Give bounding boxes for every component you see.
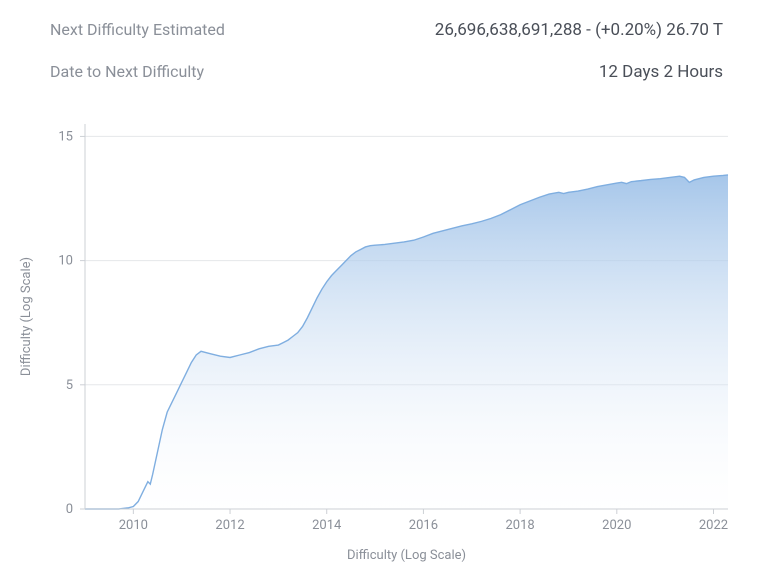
svg-text:Difficulty (Log Scale): Difficulty (Log Scale) bbox=[347, 548, 466, 563]
svg-text:2010: 2010 bbox=[119, 518, 148, 533]
svg-text:2016: 2016 bbox=[409, 518, 438, 533]
date-to-next-value: 12 Days 2 Hours bbox=[599, 62, 723, 82]
date-to-next-row: Date to Next Difficulty 12 Days 2 Hours bbox=[50, 62, 723, 82]
svg-text:15: 15 bbox=[58, 129, 73, 144]
svg-text:2018: 2018 bbox=[505, 518, 534, 533]
next-difficulty-value: 26,696,638,691,288 - (+0.20%) 26.70 T bbox=[435, 20, 723, 40]
svg-text:2014: 2014 bbox=[312, 518, 342, 533]
svg-text:2020: 2020 bbox=[602, 518, 631, 533]
next-difficulty-row: Next Difficulty Estimated 26,696,638,691… bbox=[50, 20, 723, 40]
info-section: Next Difficulty Estimated 26,696,638,691… bbox=[0, 0, 768, 114]
chart-svg: 0 5 10 15 2010 2012 2014 2016 2018 2020 2022 Diffic… bbox=[0, 114, 768, 579]
next-difficulty-label: Next Difficulty Estimated bbox=[50, 20, 225, 39]
svg-text:0: 0 bbox=[66, 502, 73, 517]
difficulty-chart: 0 5 10 15 2010 2012 2014 2016 2018 2020 2022 Diffic… bbox=[0, 114, 768, 579]
svg-text:5: 5 bbox=[66, 378, 73, 393]
svg-text:2012: 2012 bbox=[215, 518, 244, 533]
svg-text:Difficulty (Log Scale): Difficulty (Log Scale) bbox=[19, 257, 34, 376]
svg-text:2022: 2022 bbox=[699, 518, 728, 533]
date-to-next-label: Date to Next Difficulty bbox=[50, 62, 204, 81]
svg-text:10: 10 bbox=[58, 254, 73, 269]
